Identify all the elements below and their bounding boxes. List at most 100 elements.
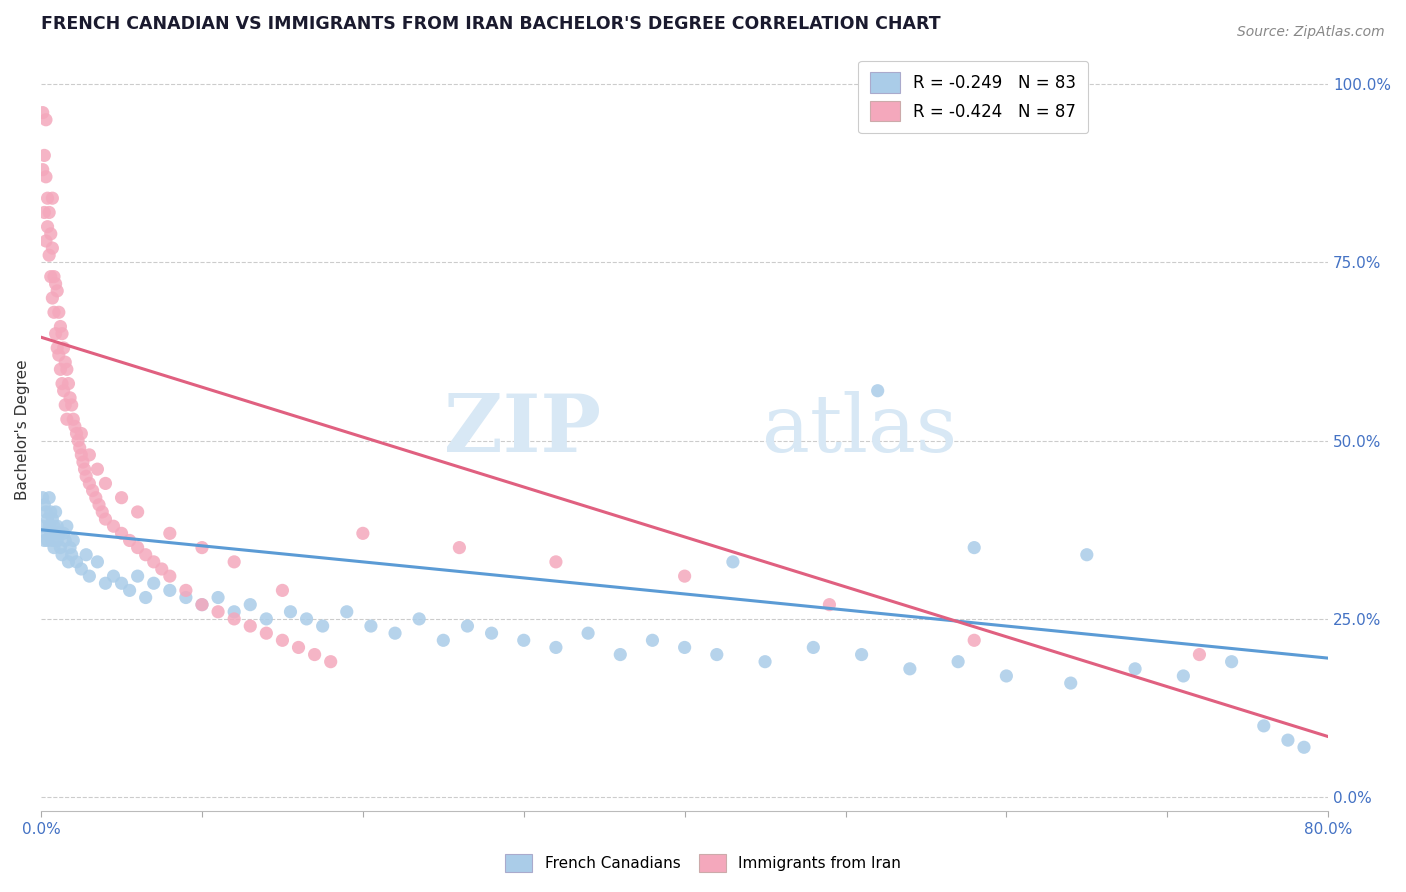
Point (56, 412, 79, 426)
Point (60, 548, 83, 562)
Point (42, 305, 65, 319)
Point (94, 512, 117, 526)
Point (48, 348, 70, 362)
Point (70, 448, 93, 462)
Point (1173, 669, 1195, 683)
Point (60, 398, 83, 412)
Point (53, 355, 76, 369)
Point (56, 519, 79, 533)
Point (46, 341, 69, 355)
Point (127, 505, 149, 519)
Point (110, 576, 132, 591)
Point (41, 241, 63, 255)
Point (963, 633, 986, 648)
Point (135, 591, 157, 605)
Point (65, 555, 87, 569)
Point (673, 569, 696, 583)
Point (31, 162, 53, 177)
Point (37, 512, 59, 526)
Point (49, 362, 72, 376)
Point (311, 619, 333, 633)
Point (118, 583, 141, 598)
Y-axis label: Bachelor's Degree: Bachelor's Degree (15, 359, 30, 500)
Point (46, 519, 69, 533)
Point (39, 526, 62, 541)
Point (42, 269, 65, 284)
Point (70, 562, 93, 576)
Point (75, 469, 97, 483)
Point (39, 227, 62, 241)
Point (41, 512, 63, 526)
Point (67, 434, 90, 448)
Point (110, 526, 132, 541)
Point (481, 626, 503, 640)
Point (135, 548, 157, 562)
Point (287, 640, 309, 655)
Point (82, 483, 104, 498)
Legend: R = -0.249   N = 83, R = -0.424   N = 87: R = -0.249 N = 83, R = -0.424 N = 87 (859, 61, 1088, 133)
Point (34, 148, 56, 162)
Point (41, 191, 63, 205)
Point (280, 605, 302, 619)
Point (38, 519, 60, 533)
Point (73, 462, 96, 476)
Text: atlas: atlas (762, 391, 957, 469)
Text: ZIP: ZIP (444, 391, 600, 469)
Point (754, 655, 776, 669)
Point (35, 112, 58, 127)
Point (51, 548, 73, 562)
Point (384, 626, 406, 640)
Point (42, 519, 65, 533)
Point (39, 505, 62, 519)
Point (62, 412, 84, 426)
Point (159, 583, 181, 598)
Point (53, 398, 76, 412)
Point (801, 640, 824, 655)
Point (35, 505, 58, 519)
Point (142, 576, 165, 591)
Point (48, 526, 70, 541)
Point (239, 598, 262, 612)
Point (49, 541, 72, 555)
Point (45, 277, 67, 291)
Point (79, 569, 101, 583)
Point (174, 591, 197, 605)
Point (818, 598, 841, 612)
Point (449, 541, 471, 555)
Text: Source: ZipAtlas.com: Source: ZipAtlas.com (1237, 25, 1385, 39)
Point (898, 662, 921, 676)
Point (352, 526, 374, 541)
Point (866, 384, 889, 398)
Point (46, 533, 69, 548)
Point (946, 655, 969, 669)
Point (45, 505, 67, 519)
Point (336, 605, 359, 619)
Point (271, 583, 294, 598)
Point (304, 648, 326, 662)
Point (59, 391, 82, 405)
Point (360, 619, 382, 633)
Point (38, 491, 60, 505)
Point (544, 640, 567, 655)
Point (159, 569, 181, 583)
Point (79, 476, 101, 491)
Point (52, 526, 75, 541)
Point (38, 248, 60, 262)
Point (721, 555, 744, 569)
Point (118, 533, 141, 548)
Point (432, 633, 454, 648)
Point (37, 219, 59, 234)
Point (1277, 733, 1299, 747)
Point (1123, 662, 1146, 676)
Point (1188, 648, 1211, 662)
Point (35, 526, 58, 541)
Point (641, 633, 664, 648)
Point (254, 626, 277, 640)
Point (224, 555, 246, 569)
Point (84, 491, 107, 505)
Point (79, 448, 101, 462)
Point (56, 362, 79, 376)
Point (127, 569, 149, 583)
Point (35, 234, 58, 248)
Point (1292, 740, 1315, 755)
